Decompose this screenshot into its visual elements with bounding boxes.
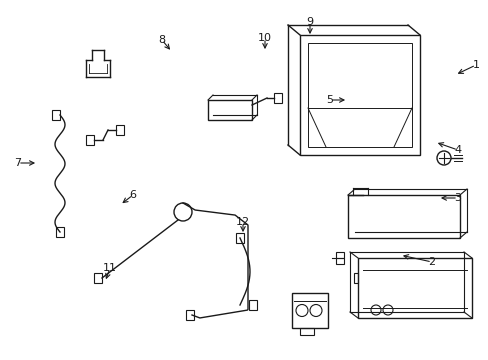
Text: 7: 7 (15, 158, 21, 168)
Text: 4: 4 (453, 145, 461, 155)
Text: 12: 12 (235, 217, 249, 227)
Text: 11: 11 (103, 263, 117, 273)
Text: 8: 8 (158, 35, 165, 45)
Text: 3: 3 (453, 193, 461, 203)
Text: 9: 9 (306, 17, 313, 27)
Text: 5: 5 (326, 95, 333, 105)
Text: 2: 2 (427, 257, 435, 267)
Text: 1: 1 (471, 60, 479, 70)
Text: 10: 10 (258, 33, 271, 43)
Text: 6: 6 (129, 190, 136, 200)
